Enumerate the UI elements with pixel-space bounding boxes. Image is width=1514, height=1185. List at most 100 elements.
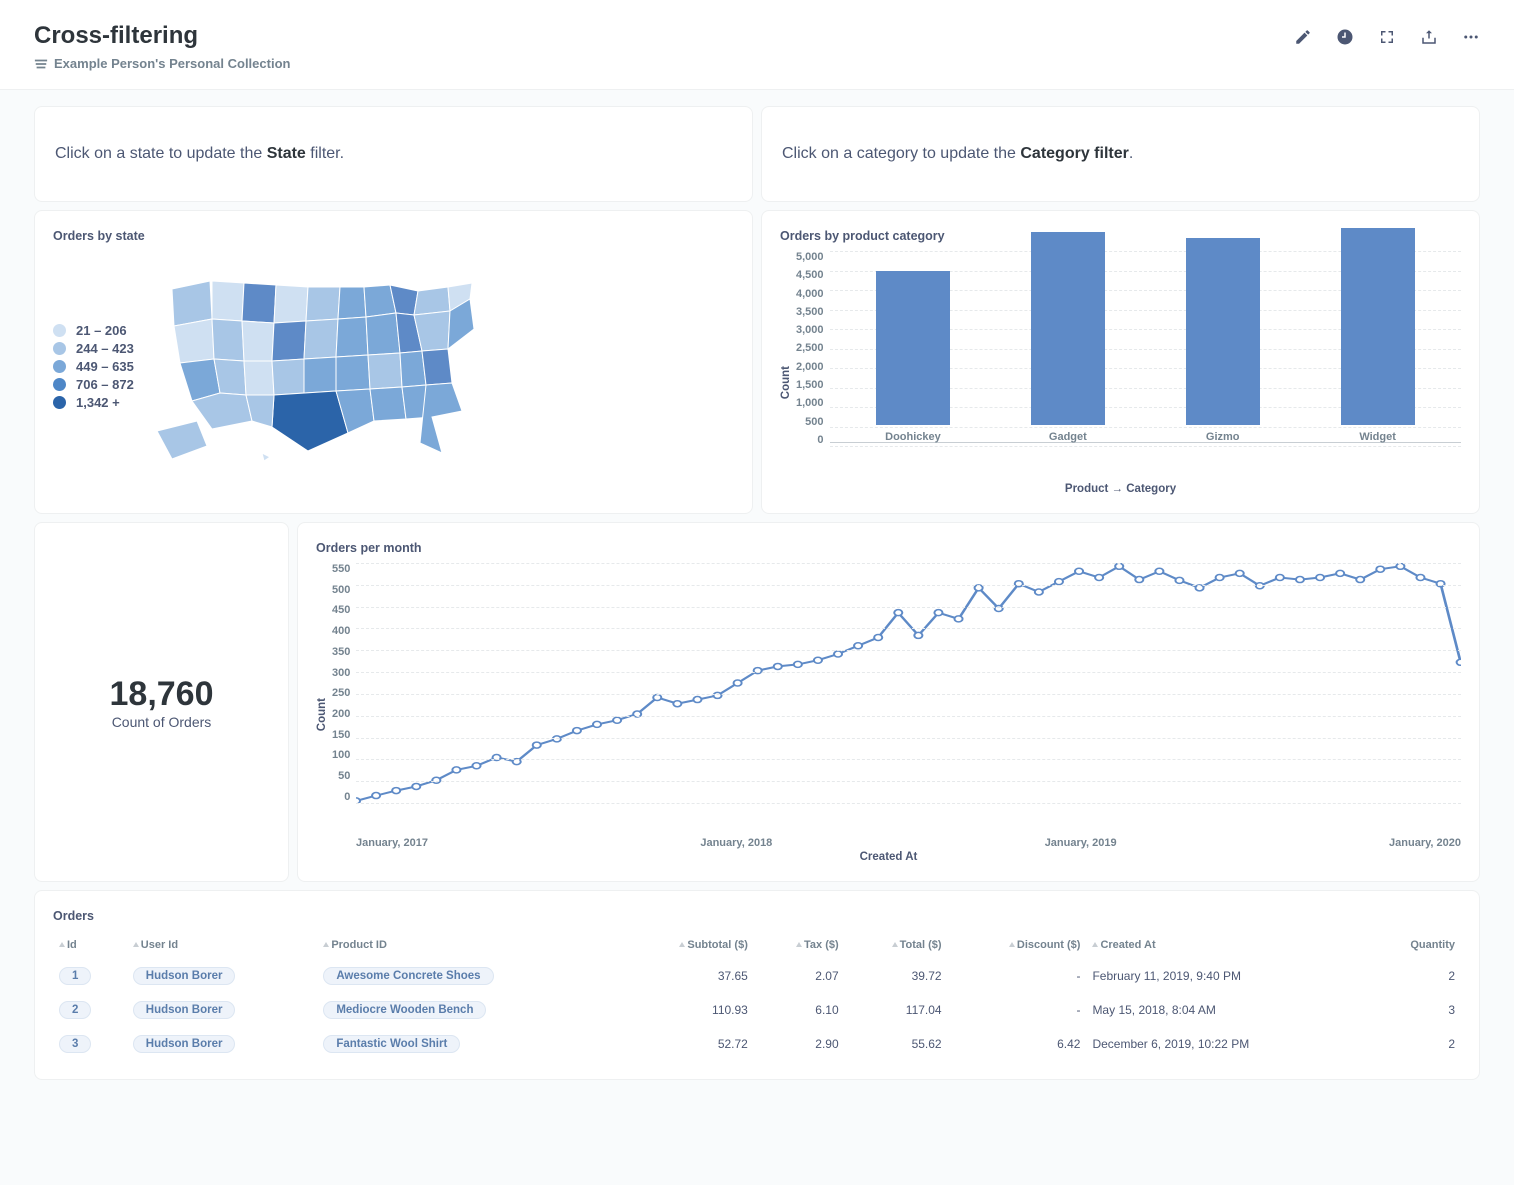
hint-cat-post: . xyxy=(1129,145,1133,162)
cell: Hudson Borer xyxy=(127,993,318,1027)
cell: 6.10 xyxy=(754,993,845,1027)
legend-item[interactable]: 449 – 635 xyxy=(53,359,134,374)
legend-swatch xyxy=(53,342,66,355)
y-tick: 2,500 xyxy=(796,342,824,354)
pill[interactable]: Fantastic Wool Shirt xyxy=(323,1035,460,1053)
y-tick: 550 xyxy=(332,563,350,575)
cell: December 6, 2019, 10:22 PM xyxy=(1086,1027,1366,1061)
edit-icon[interactable] xyxy=(1294,28,1312,46)
bar-group[interactable]: Widget xyxy=(1300,230,1455,443)
col-label: Quantity xyxy=(1410,939,1455,951)
y-tick: 200 xyxy=(332,708,350,720)
line-chart[interactable] xyxy=(356,563,1461,803)
pill[interactable]: Hudson Borer xyxy=(133,1035,236,1053)
sort-caret-icon xyxy=(679,942,685,947)
legend-swatch xyxy=(53,360,66,373)
scalar-card: 18,760 Count of Orders xyxy=(34,522,289,882)
cell: 117.04 xyxy=(845,993,948,1027)
y-tick: 3,000 xyxy=(796,324,824,336)
col-header[interactable]: Created At xyxy=(1086,931,1366,959)
col-header[interactable]: Subtotal ($) xyxy=(620,931,754,959)
col-header[interactable]: Tax ($) xyxy=(754,931,845,959)
line-y-axis: 550500450400350300250200150100500 xyxy=(332,563,356,803)
cell: 39.72 xyxy=(845,959,948,993)
y-tick: 400 xyxy=(332,625,350,637)
cell: Hudson Borer xyxy=(127,1027,318,1061)
col-header[interactable]: Discount ($) xyxy=(948,931,1087,959)
bar[interactable] xyxy=(1031,232,1105,425)
bar[interactable] xyxy=(1341,228,1415,425)
y-tick: 1,000 xyxy=(796,397,824,409)
cell: 2 xyxy=(1367,959,1461,993)
table-row[interactable]: 2Hudson BorerMediocre Wooden Bench110.93… xyxy=(53,993,1461,1027)
col-header[interactable]: User Id xyxy=(127,931,318,959)
pill[interactable]: Hudson Borer xyxy=(133,967,236,985)
bar-group[interactable]: Doohickey xyxy=(836,230,991,443)
more-icon[interactable] xyxy=(1462,28,1480,46)
y-tick: 450 xyxy=(332,604,350,616)
cell: - xyxy=(948,993,1087,1027)
cell: 2.90 xyxy=(754,1027,845,1061)
table-header-row: IdUser Id Product ID Subtotal ($)Tax ($) To… xyxy=(53,931,1461,959)
orders-table: IdUser Id Product ID Subtotal ($)Tax ($) To… xyxy=(53,931,1461,1061)
hint-cat-pre: Click on a category to update the xyxy=(782,145,1020,162)
collection-icon xyxy=(34,57,48,71)
col-header[interactable]: Id xyxy=(53,931,127,959)
orders-table-card: Orders IdUser IdProduct IDSubtotal ($)Ta… xyxy=(34,890,1480,1080)
table-row[interactable]: 1Hudson BorerAwesome Concrete Shoes37.65… xyxy=(53,959,1461,993)
y-tick: 150 xyxy=(332,729,350,741)
page-title: Cross-filtering xyxy=(34,22,290,50)
us-map[interactable] xyxy=(152,261,492,471)
bar-xlabel: Product → Category xyxy=(780,483,1461,495)
y-tick: 3,500 xyxy=(796,306,824,318)
pill[interactable]: Mediocre Wooden Bench xyxy=(323,1001,486,1019)
legend-item[interactable]: 1,342 + xyxy=(53,395,134,410)
fullscreen-icon[interactable] xyxy=(1378,28,1396,46)
bar-group[interactable]: Gizmo xyxy=(1145,230,1300,443)
col-label: Total ($) xyxy=(900,939,942,951)
legend-swatch xyxy=(53,324,66,337)
legend-item[interactable]: 244 – 423 xyxy=(53,341,134,356)
cell: Mediocre Wooden Bench xyxy=(317,993,620,1027)
cell: 3 xyxy=(1367,993,1461,1027)
bar[interactable] xyxy=(876,271,950,425)
bar-bars[interactable]: DoohickeyGadgetGizmoWidget xyxy=(830,251,1461,443)
bar-ylabel: Count xyxy=(780,332,792,399)
legend-item[interactable]: 706 – 872 xyxy=(53,377,134,392)
y-tick: 500 xyxy=(805,416,823,428)
y-tick: 1,500 xyxy=(796,379,824,391)
legend-item[interactable]: 21 – 206 xyxy=(53,323,134,338)
pill[interactable]: Hudson Borer xyxy=(133,1001,236,1019)
breadcrumb[interactable]: Example Person's Personal Collection xyxy=(34,56,290,71)
pill[interactable]: 3 xyxy=(59,1035,91,1053)
col-header[interactable]: Product ID xyxy=(317,931,620,959)
col-label: Product ID xyxy=(331,939,387,951)
y-tick: 0 xyxy=(344,791,350,803)
map-title: Orders by state xyxy=(53,229,734,243)
bar-group[interactable]: Gadget xyxy=(990,230,1145,443)
clock-icon[interactable] xyxy=(1336,28,1354,46)
legend-swatch xyxy=(53,396,66,409)
pill[interactable]: Awesome Concrete Shoes xyxy=(323,967,493,985)
line-ylabel: Count xyxy=(316,664,328,731)
sort-caret-icon xyxy=(1009,942,1015,947)
cell: 2 xyxy=(53,993,127,1027)
legend-label: 449 – 635 xyxy=(76,359,134,374)
cell: 52.72 xyxy=(620,1027,754,1061)
share-icon[interactable] xyxy=(1420,28,1438,46)
bar[interactable] xyxy=(1186,238,1260,425)
legend-label: 244 – 423 xyxy=(76,341,134,356)
pill[interactable]: 2 xyxy=(59,1001,91,1019)
legend-label: 1,342 + xyxy=(76,395,120,410)
line-xlabel: Created At xyxy=(316,851,1461,863)
bar-label: Doohickey xyxy=(885,431,941,443)
cell: Hudson Borer xyxy=(127,959,318,993)
line-x-labels: January, 2017January, 2018January, 2019J… xyxy=(316,833,1461,851)
pill[interactable]: 1 xyxy=(59,967,91,985)
col-header[interactable]: Quantity xyxy=(1367,931,1461,959)
table-row[interactable]: 3 Hudson Borer Fantastic Wool Shirt 52.722.… xyxy=(53,1027,1461,1061)
col-header[interactable]: Total ($) xyxy=(845,931,948,959)
col-label: Discount ($) xyxy=(1017,939,1081,951)
cell: 2.07 xyxy=(754,959,845,993)
sort-caret-icon xyxy=(796,942,802,947)
